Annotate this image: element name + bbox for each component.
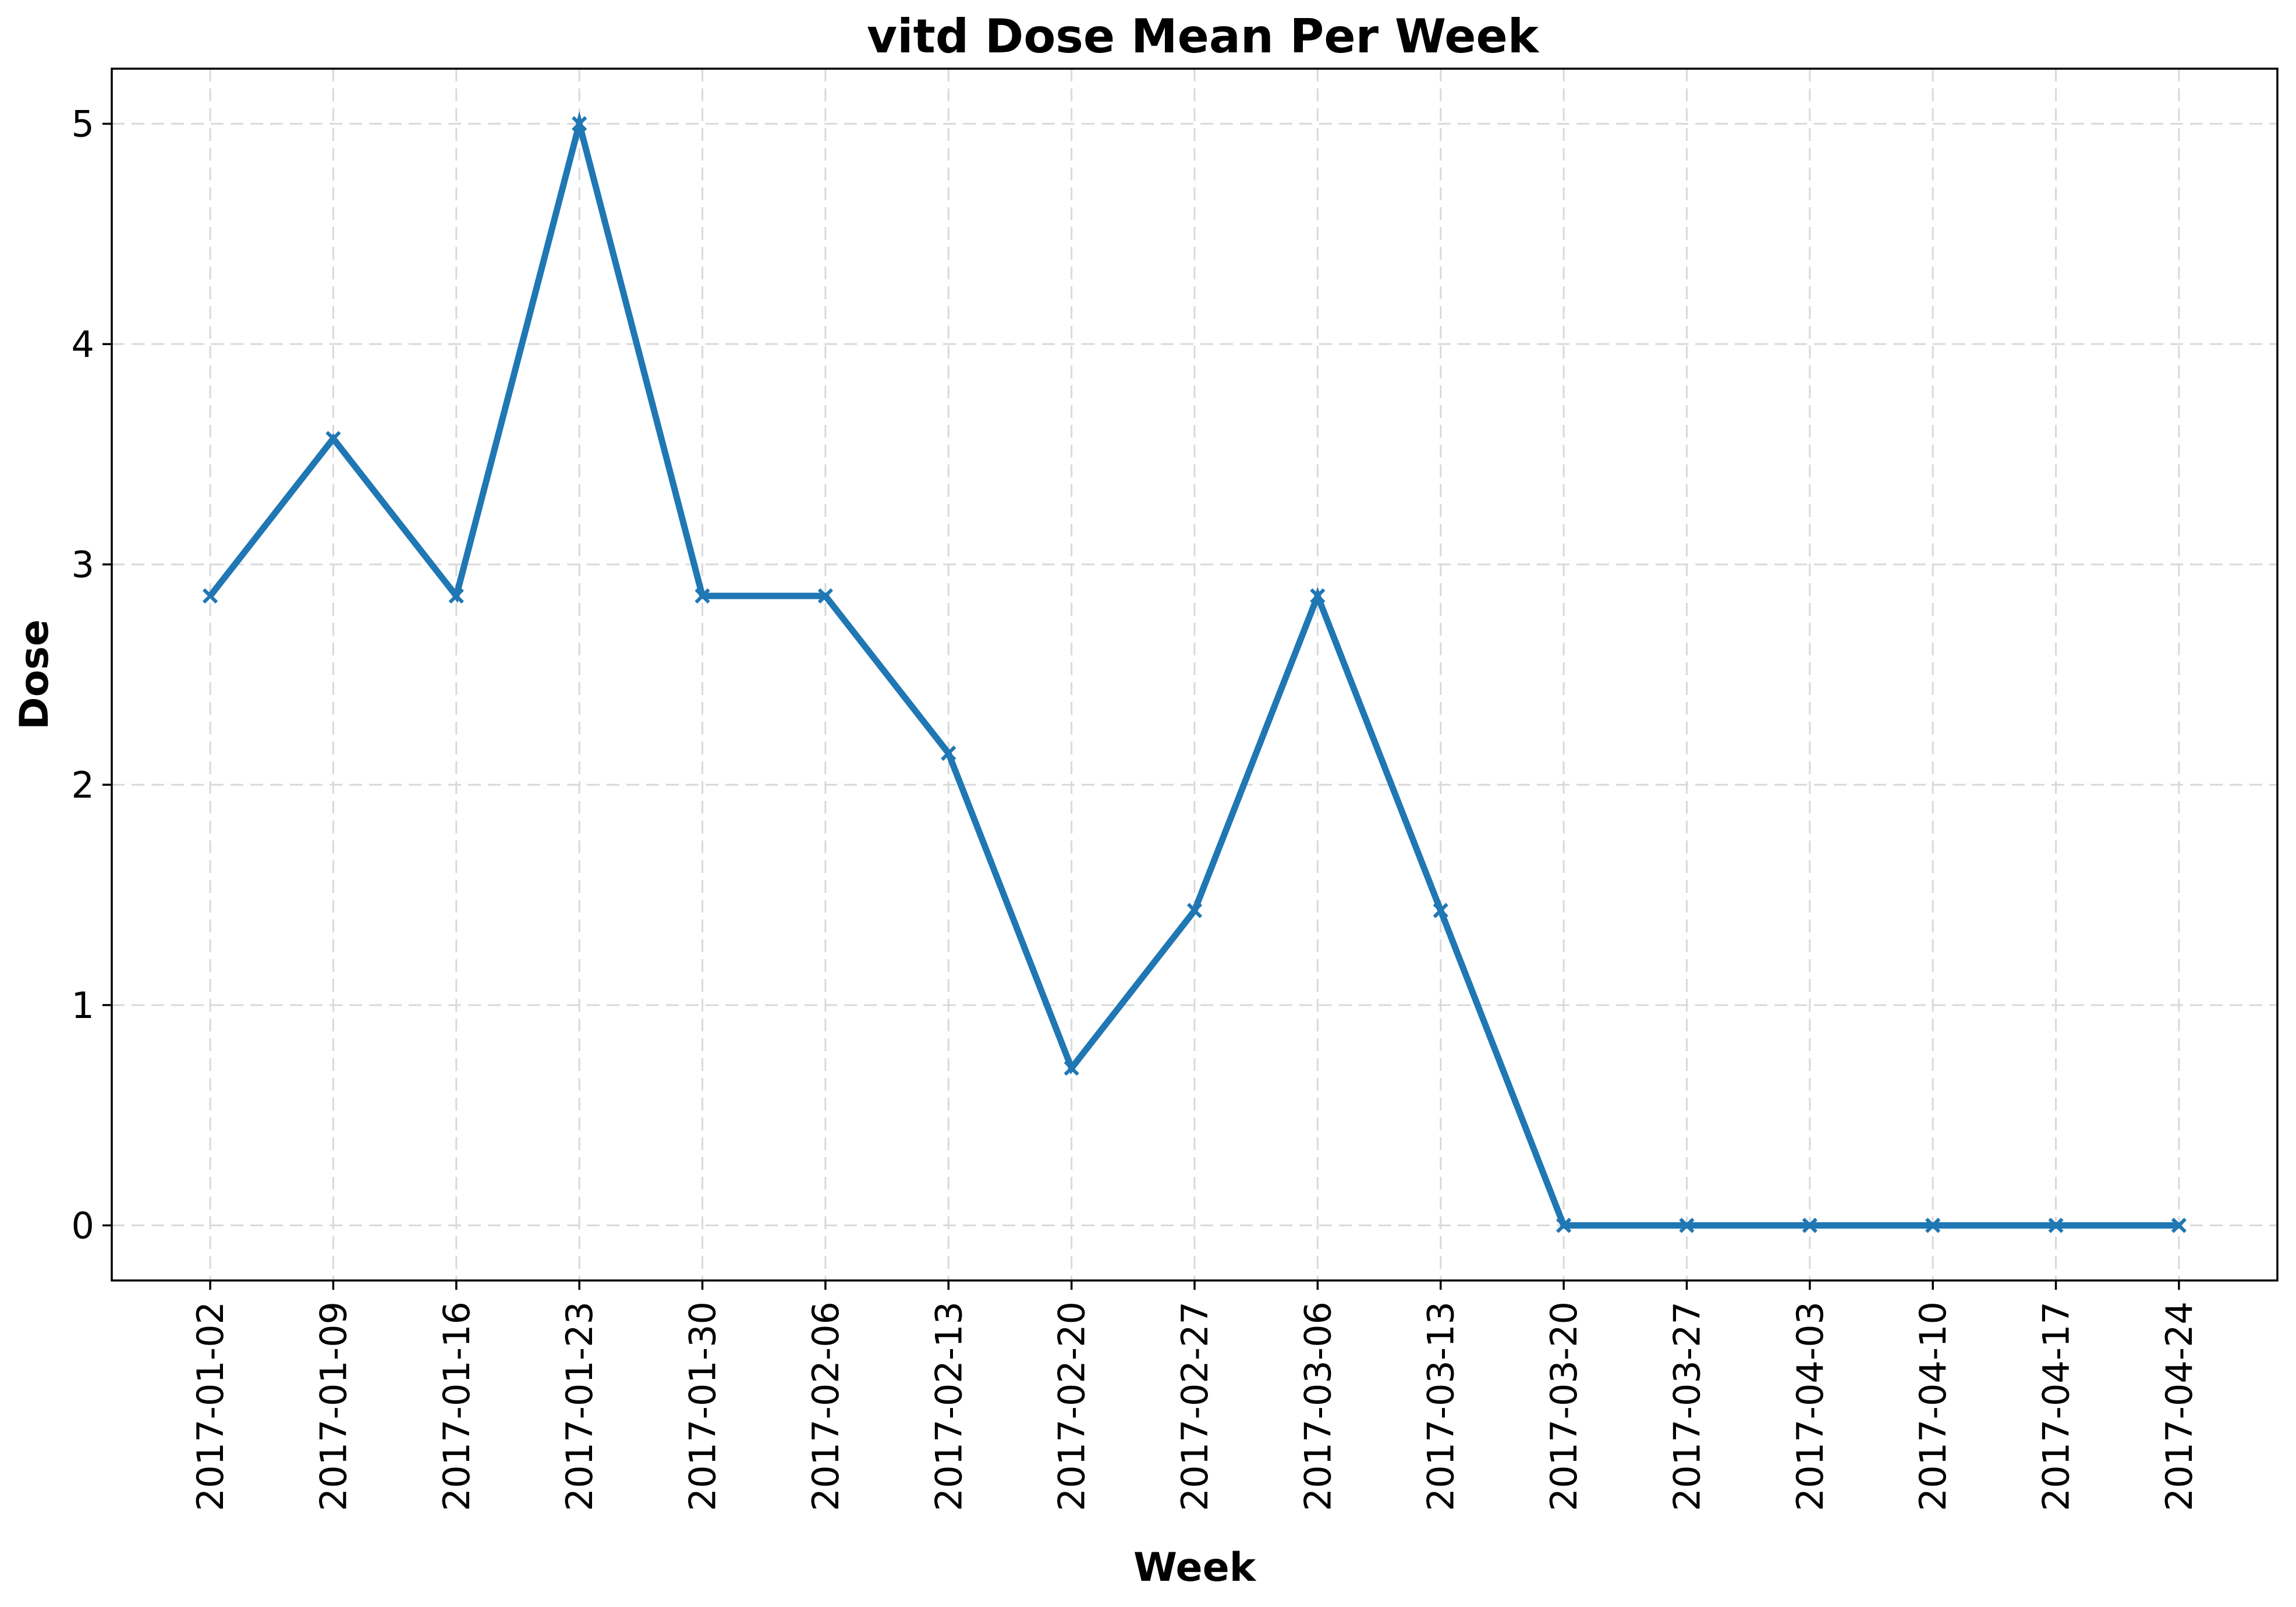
- y-tick-label: 5: [72, 103, 94, 146]
- x-tick-label: 2017-01-30: [682, 1301, 724, 1511]
- x-tick-label: 2017-04-24: [2158, 1301, 2201, 1511]
- y-tick-label: 2: [72, 764, 94, 806]
- data-point-marker: [695, 588, 710, 604]
- series-vitd-dose: [202, 111, 2187, 1233]
- data-point-marker: [572, 116, 587, 132]
- data-point-marker: [1186, 903, 1203, 918]
- x-tick-label: 2017-01-09: [312, 1301, 355, 1511]
- x-tick-label: 2017-01-02: [189, 1301, 232, 1511]
- data-point-marker: [941, 746, 956, 761]
- x-tick-label: 2017-01-23: [558, 1301, 601, 1511]
- data-point-marker: [1310, 588, 1326, 604]
- chart-title: vitd Dose Mean Per Week: [867, 9, 1540, 63]
- x-tick-label: 2017-03-06: [1296, 1301, 1339, 1511]
- y-axis-ticks: 0 1 2 3 4 5: [72, 103, 112, 1247]
- data-point-marker: [202, 588, 218, 604]
- x-axis-ticks: 2017-01-02 2017-01-09 2017-01-16 2017-01-23…: [189, 1280, 2201, 1511]
- data-point-marker: [325, 431, 341, 446]
- grid: [112, 69, 2277, 1280]
- x-tick-label: 2017-04-10: [1912, 1301, 1954, 1511]
- x-tick-label: 2017-04-03: [1789, 1301, 1831, 1511]
- data-point-marker: [448, 588, 464, 604]
- x-tick-label: 2017-02-20: [1051, 1301, 1093, 1511]
- data-point-marker: [1433, 903, 1448, 918]
- x-tick-label: 2017-04-17: [2035, 1301, 2078, 1511]
- x-tick-label: 2017-02-27: [1174, 1301, 1216, 1511]
- y-tick-label: 3: [72, 544, 94, 586]
- data-point-marker: [1064, 1060, 1079, 1076]
- data-point-marker: [1556, 1218, 1572, 1233]
- x-axis-label: Week: [1133, 1545, 1257, 1591]
- data-point-marker: [1679, 1218, 1695, 1233]
- x-tick-label: 2017-03-20: [1543, 1301, 1585, 1511]
- x-tick-label: 2017-03-13: [1420, 1301, 1462, 1511]
- y-axis-label: Dose: [12, 619, 58, 730]
- x-tick-label: 2017-03-27: [1666, 1301, 1708, 1511]
- y-tick-label: 0: [72, 1204, 94, 1247]
- y-tick-label: 1: [72, 984, 94, 1027]
- x-tick-label: 2017-02-06: [805, 1301, 847, 1511]
- data-point-marker: [1802, 1218, 1817, 1233]
- x-tick-label: 2017-01-16: [435, 1301, 478, 1511]
- data-point-marker: [2171, 1218, 2187, 1233]
- data-point-marker: [1925, 1218, 1941, 1233]
- x-tick-label: 2017-02-13: [927, 1301, 970, 1511]
- data-point-marker: [2048, 1218, 2064, 1233]
- y-tick-label: 4: [72, 323, 94, 366]
- data-point-marker: [817, 588, 834, 604]
